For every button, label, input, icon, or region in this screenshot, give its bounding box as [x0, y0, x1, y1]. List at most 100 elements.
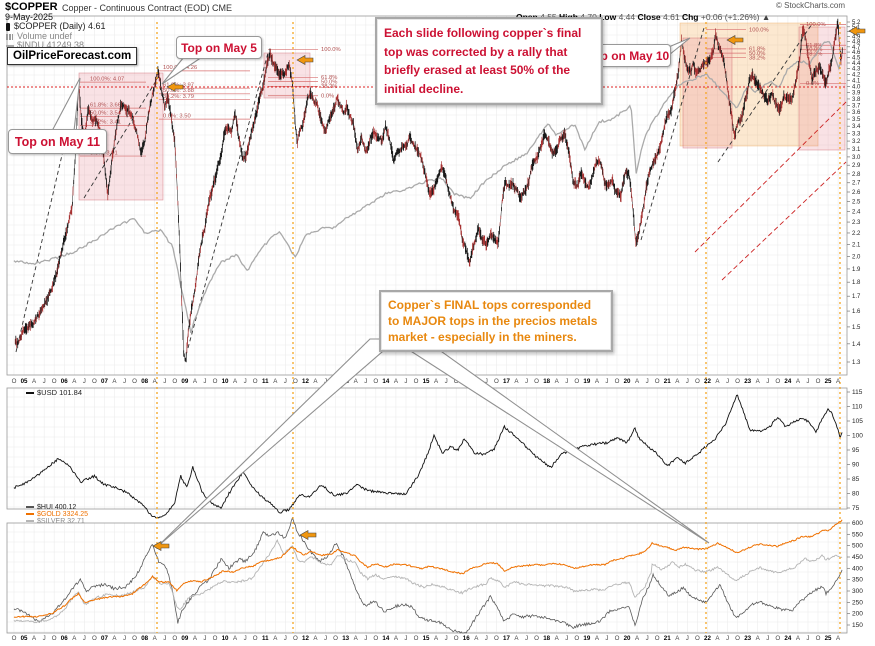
svg-text:24: 24	[784, 635, 791, 642]
chg-label: Chg	[681, 12, 699, 22]
svg-text:J: J	[364, 635, 367, 642]
close-label: Close	[637, 12, 661, 22]
svg-text:O: O	[655, 635, 660, 642]
svg-text:O: O	[414, 635, 419, 642]
svg-text:150: 150	[852, 622, 863, 629]
svg-text:A: A	[434, 635, 439, 642]
svg-text:05: 05	[21, 378, 28, 385]
svg-text:08: 08	[141, 635, 148, 642]
svg-text:J: J	[83, 635, 86, 642]
svg-text:A: A	[32, 635, 37, 642]
svg-text:J: J	[726, 635, 729, 642]
svg-text:2.5: 2.5	[852, 200, 861, 206]
svg-text:J: J	[284, 635, 287, 642]
svg-text:O: O	[534, 635, 539, 642]
svg-text:18: 18	[543, 378, 550, 385]
svg-text:300: 300	[852, 588, 863, 595]
svg-text:19: 19	[583, 378, 590, 385]
svg-text:10: 10	[222, 635, 229, 642]
svg-text:A: A	[193, 378, 198, 385]
svg-text:4.4: 4.4	[852, 61, 861, 67]
low-label: Low	[599, 12, 617, 22]
svg-text:J: J	[244, 635, 247, 642]
svg-text:19: 19	[583, 635, 590, 642]
svg-text:50.0%: 3.54: 50.0%: 3.54	[90, 111, 122, 117]
svg-text:07: 07	[101, 635, 108, 642]
svg-text:21: 21	[664, 378, 671, 385]
svg-text:J: J	[686, 378, 689, 385]
svg-text:J: J	[324, 378, 327, 385]
svg-text:O: O	[494, 378, 499, 385]
svg-text:15: 15	[423, 378, 430, 385]
svg-text:A: A	[273, 635, 278, 642]
copper-bars-black	[15, 18, 843, 363]
copyright: © StockCharts.com	[776, 1, 846, 10]
svg-text:J: J	[686, 635, 689, 642]
svg-text:07: 07	[101, 378, 108, 385]
svg-text:3.2: 3.2	[852, 139, 861, 145]
svg-text:50.0%: 3.88: 50.0%: 3.88	[163, 88, 194, 94]
svg-text:O: O	[615, 635, 620, 642]
svg-text:O: O	[574, 635, 579, 642]
svg-text:50.0%: 50.0%	[321, 79, 337, 85]
svg-text:A: A	[715, 635, 720, 642]
svg-text:61.8%: 61.8%	[749, 47, 765, 53]
svg-text:08: 08	[141, 378, 148, 385]
svg-text:110: 110	[852, 404, 863, 411]
red-annotation-note: Each slide following copper`s final top …	[375, 17, 603, 105]
svg-text:A: A	[313, 378, 318, 385]
svg-text:4.2: 4.2	[852, 72, 861, 78]
svg-text:61.8%: 61.8%	[321, 75, 337, 81]
svg-text:550: 550	[852, 531, 863, 538]
svg-text:13: 13	[342, 635, 349, 642]
svg-text:14: 14	[382, 635, 389, 642]
svg-text:A: A	[273, 378, 278, 385]
svg-text:4.3: 4.3	[852, 67, 861, 73]
svg-text:100.0%: 100.0%	[321, 47, 341, 53]
svg-text:A: A	[796, 378, 801, 385]
svg-text:0.0%: 3.50: 0.0%: 3.50	[163, 113, 191, 119]
svg-text:A: A	[72, 635, 77, 642]
svg-text:A: A	[233, 635, 238, 642]
svg-text:J: J	[445, 378, 448, 385]
svg-text:O: O	[454, 378, 459, 385]
orange-annotation-note: Copper`s FINAL tops corresponded to MAJO…	[379, 290, 613, 352]
svg-text:J: J	[525, 635, 528, 642]
svg-text:50.0%: 50.0%	[806, 47, 822, 53]
svg-text:2.4: 2.4	[852, 210, 861, 216]
svg-text:22: 22	[704, 635, 711, 642]
svg-text:O: O	[494, 635, 499, 642]
svg-text:A: A	[32, 378, 37, 385]
svg-text:J: J	[123, 635, 126, 642]
pointer-tails	[51, 37, 710, 548]
svg-text:3.9: 3.9	[852, 91, 861, 97]
svg-text:O: O	[454, 635, 459, 642]
svg-text:0.0%: 0.0%	[806, 81, 819, 87]
svg-text:500: 500	[852, 543, 863, 550]
svg-text:O: O	[293, 635, 298, 642]
svg-text:23: 23	[744, 635, 751, 642]
svg-text:A: A	[313, 635, 318, 642]
svg-text:2.0: 2.0	[852, 254, 861, 260]
svg-text:24: 24	[784, 378, 791, 385]
orange-vertical-lines	[156, 22, 841, 633]
callout-top-may-11: Top on May 11	[8, 129, 107, 154]
svg-text:A: A	[796, 635, 801, 642]
svg-text:J: J	[163, 378, 166, 385]
svg-text:J: J	[364, 378, 367, 385]
svg-text:85: 85	[852, 476, 860, 483]
gold-series-line	[13, 519, 843, 618]
svg-text:2.7: 2.7	[852, 181, 861, 187]
svg-text:80: 80	[852, 491, 860, 498]
svg-text:A: A	[675, 378, 680, 385]
svg-text:A: A	[153, 378, 158, 385]
usd-series-line	[13, 394, 843, 519]
svg-text:18: 18	[543, 635, 550, 642]
svg-text:A: A	[635, 635, 640, 642]
svg-text:O: O	[816, 378, 821, 385]
svg-text:A: A	[514, 635, 519, 642]
svg-text:2.8: 2.8	[852, 172, 861, 178]
svg-text:20: 20	[624, 635, 631, 642]
svg-text:A: A	[756, 635, 761, 642]
svg-text:2.3: 2.3	[852, 220, 861, 226]
